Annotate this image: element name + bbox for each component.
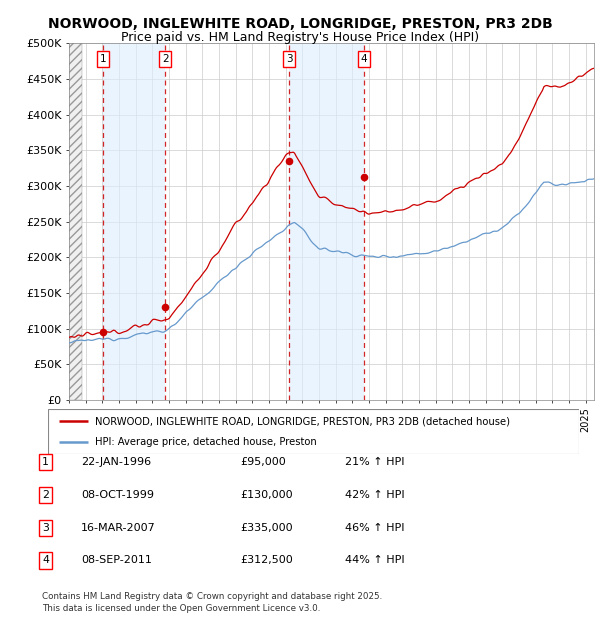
Bar bbox=[289, 43, 364, 400]
Text: NORWOOD, INGLEWHITE ROAD, LONGRIDGE, PRESTON, PR3 2DB: NORWOOD, INGLEWHITE ROAD, LONGRIDGE, PRE… bbox=[47, 17, 553, 32]
Text: £312,500: £312,500 bbox=[240, 556, 293, 565]
Text: 4: 4 bbox=[361, 54, 367, 64]
Text: Price paid vs. HM Land Registry's House Price Index (HPI): Price paid vs. HM Land Registry's House … bbox=[121, 31, 479, 44]
Text: 1: 1 bbox=[100, 54, 107, 64]
Text: 1: 1 bbox=[42, 457, 49, 467]
Text: NORWOOD, INGLEWHITE ROAD, LONGRIDGE, PRESTON, PR3 2DB (detached house): NORWOOD, INGLEWHITE ROAD, LONGRIDGE, PRE… bbox=[95, 416, 510, 427]
Text: 16-MAR-2007: 16-MAR-2007 bbox=[81, 523, 156, 533]
Text: 21% ↑ HPI: 21% ↑ HPI bbox=[345, 457, 404, 467]
Text: 08-SEP-2011: 08-SEP-2011 bbox=[81, 556, 152, 565]
Text: Contains HM Land Registry data © Crown copyright and database right 2025.
This d: Contains HM Land Registry data © Crown c… bbox=[42, 591, 382, 613]
Text: £335,000: £335,000 bbox=[240, 523, 293, 533]
Text: 46% ↑ HPI: 46% ↑ HPI bbox=[345, 523, 404, 533]
Text: 3: 3 bbox=[286, 54, 292, 64]
Text: £130,000: £130,000 bbox=[240, 490, 293, 500]
Text: 44% ↑ HPI: 44% ↑ HPI bbox=[345, 556, 404, 565]
Text: 2: 2 bbox=[42, 490, 49, 500]
Text: 22-JAN-1996: 22-JAN-1996 bbox=[81, 457, 151, 467]
Text: 3: 3 bbox=[42, 523, 49, 533]
Bar bbox=[69, 43, 82, 400]
Text: HPI: Average price, detached house, Preston: HPI: Average price, detached house, Pres… bbox=[95, 436, 316, 447]
Text: 42% ↑ HPI: 42% ↑ HPI bbox=[345, 490, 404, 500]
FancyBboxPatch shape bbox=[48, 409, 579, 454]
Text: £95,000: £95,000 bbox=[240, 457, 286, 467]
Text: 4: 4 bbox=[42, 556, 49, 565]
Text: 08-OCT-1999: 08-OCT-1999 bbox=[81, 490, 154, 500]
Text: 2: 2 bbox=[162, 54, 169, 64]
Bar bbox=[103, 43, 165, 400]
